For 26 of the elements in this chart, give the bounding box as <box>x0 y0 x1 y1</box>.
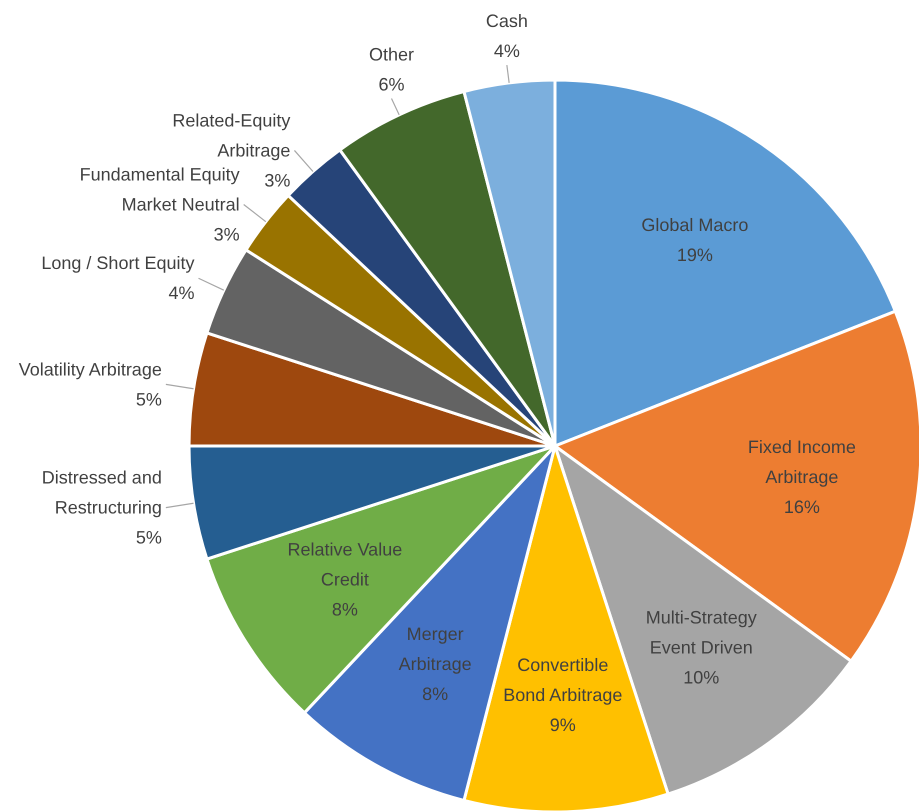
slice-label: Related-Equity Arbitrage <box>172 110 290 160</box>
slice-label: Relative Value Credit <box>287 539 402 590</box>
slice-label: Cash <box>486 11 528 32</box>
data-label: 16% <box>784 497 820 518</box>
data-label: 5% <box>136 528 162 548</box>
slice-label: Global Macro <box>641 215 748 236</box>
data-label: 3% <box>214 224 240 245</box>
slice-label: Multi-Strategy Event Driven <box>646 607 757 658</box>
data-label: 19% <box>676 245 713 266</box>
slice-label: Fundamental Equity Market Neutral <box>80 164 240 215</box>
slice-label: Distressed and Restructuring <box>42 468 162 518</box>
slice-label: Other <box>368 44 414 65</box>
data-label: 3% <box>264 170 290 190</box>
data-label: 4% <box>494 41 520 62</box>
slice-label: Volatility Arbitrage <box>18 359 162 380</box>
slice-label: Convertible Bond Arbitrage <box>503 654 622 705</box>
data-label: 6% <box>378 74 405 95</box>
data-label: 9% <box>550 714 576 735</box>
data-label: 5% <box>136 389 162 410</box>
slice-label: Fixed Income Arbitrage <box>748 437 856 488</box>
data-label: 8% <box>332 599 358 620</box>
data-label: 4% <box>168 283 194 304</box>
slice-label: Merger Arbitrage <box>398 624 472 674</box>
data-label: 10% <box>683 667 720 688</box>
slice-label: Long / Short Equity <box>41 253 194 274</box>
data-label: 8% <box>422 684 448 704</box>
